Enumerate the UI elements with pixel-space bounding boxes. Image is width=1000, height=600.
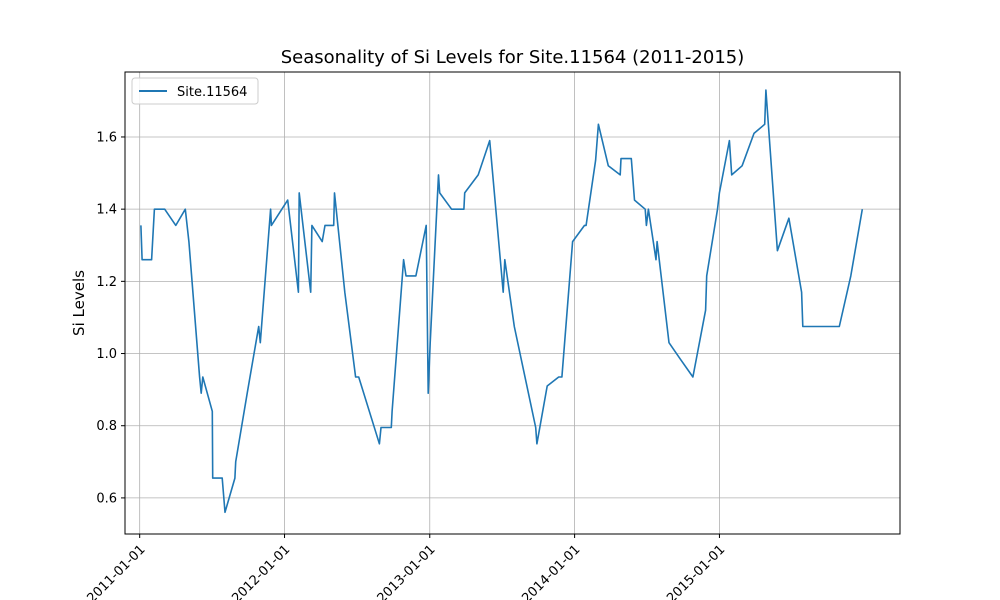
- legend: Site.11564: [131, 77, 259, 105]
- y-axis-label: Si Levels: [70, 270, 88, 336]
- y-tick-label: 1.6: [96, 130, 117, 145]
- y-tick-label: 1.4: [96, 203, 117, 218]
- y-tick-label: 0.6: [96, 491, 117, 506]
- series-line: [140, 89, 864, 514]
- y-tick-label: 1.0: [96, 347, 117, 362]
- legend-box: [131, 77, 259, 105]
- chart-title: Seasonality of Si Levels for Site.11564 …: [281, 47, 745, 68]
- plot-area-frame: [124, 71, 901, 535]
- y-tick-label: 1.2: [96, 275, 117, 290]
- y-tick-label: 0.8: [96, 419, 117, 434]
- legend-label: Site.11564: [177, 85, 247, 100]
- series-layer: [140, 89, 864, 514]
